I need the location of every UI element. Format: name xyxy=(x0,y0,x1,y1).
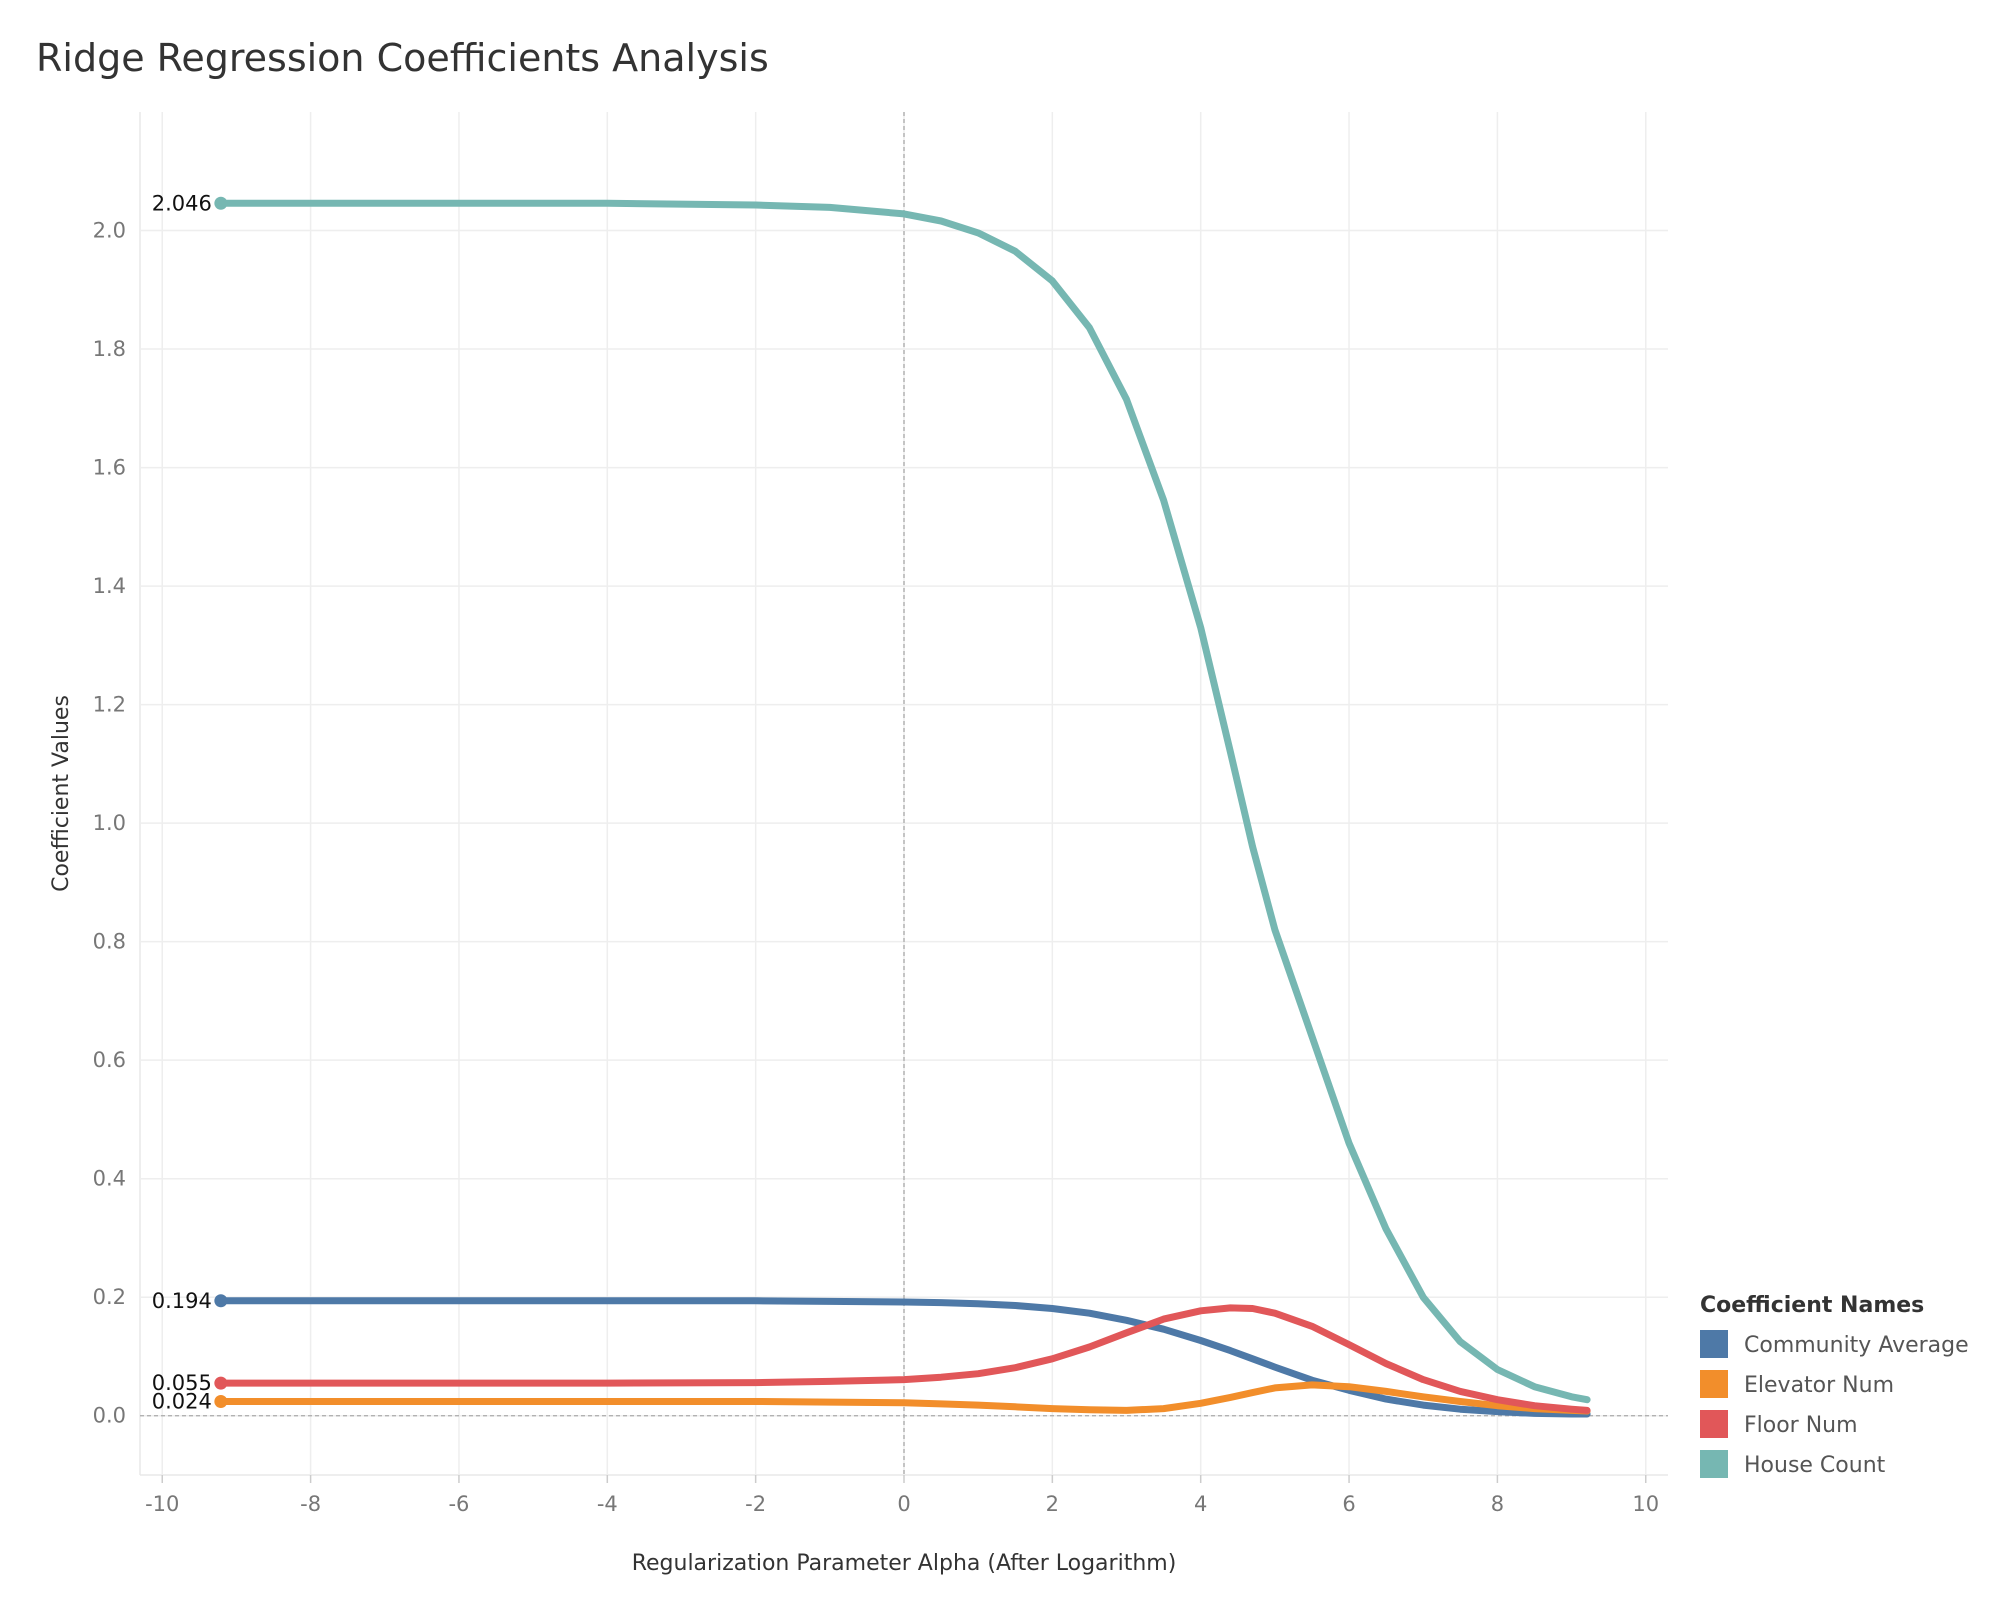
series-start-label-elevator-num: 0.024 xyxy=(152,1390,212,1414)
y-tick-label: 0.8 xyxy=(93,930,126,954)
y-tick-label: 1.0 xyxy=(93,811,126,835)
y-tick-label: 1.4 xyxy=(93,574,126,598)
y-tick-label: 1.8 xyxy=(93,337,126,361)
y-tick-label: 0.2 xyxy=(93,1285,126,1309)
series-start-point-community-average xyxy=(214,1294,228,1308)
x-tick-label: 2 xyxy=(1046,1492,1059,1516)
series-start-point-floor-num xyxy=(214,1376,228,1390)
series-line-floor-num xyxy=(217,1304,1591,1414)
x-tick-label: 8 xyxy=(1491,1492,1504,1516)
legend-label-elevator-num: Elevator Num xyxy=(1744,1373,1894,1398)
x-axis-title: Regularization Parameter Alpha (After Lo… xyxy=(632,1551,1177,1576)
legend-swatch-house-count xyxy=(1700,1450,1728,1478)
legend-swatch-floor-num xyxy=(1700,1410,1728,1438)
legend-label-floor-num: Floor Num xyxy=(1744,1413,1858,1438)
x-tick-label: 4 xyxy=(1194,1492,1207,1516)
axis-ticks: -10 -8 -6 -4 -2 0 2 4 6 8 10 0.0 0.2 0.4 0.6 0.8 1.0 1.2 1… xyxy=(93,219,1660,1516)
series-start-label-community-average: 0.194 xyxy=(152,1289,212,1313)
y-tick-label: 0.0 xyxy=(93,1404,126,1428)
y-tick-label: 0.4 xyxy=(93,1167,126,1191)
x-tick-label: -2 xyxy=(745,1492,766,1516)
series-line-community-average xyxy=(217,1297,1591,1418)
x-tick-label: 6 xyxy=(1342,1492,1355,1516)
legend-swatch-elevator-num xyxy=(1700,1370,1728,1398)
legend-swatch-community-average xyxy=(1700,1330,1728,1358)
y-tick-label: 2.0 xyxy=(93,219,126,243)
x-tick-label: -4 xyxy=(597,1492,618,1516)
y-tick-label: 1.2 xyxy=(93,693,126,717)
series-start-point-house-count xyxy=(214,196,228,210)
y-tick-label: 0.6 xyxy=(93,1048,126,1072)
series-line-elevator-num xyxy=(217,1381,1591,1415)
legend-label-house-count: House Count xyxy=(1744,1453,1886,1478)
legend-label-community-average: Community Average xyxy=(1744,1333,1969,1358)
x-tick-label: -10 xyxy=(145,1492,179,1516)
x-tick-label: -6 xyxy=(448,1492,469,1516)
series-start-point-elevator-num xyxy=(214,1395,228,1409)
y-tick-label: 1.6 xyxy=(93,456,126,480)
x-tick-label: -8 xyxy=(300,1492,321,1516)
series-start-label-floor-num: 0.055 xyxy=(152,1371,212,1395)
reference-lines xyxy=(140,112,1668,1475)
legend-title: Coefficient Names xyxy=(1700,1293,1924,1318)
series-start-label-house-count: 2.046 xyxy=(152,191,212,215)
chart-title: Ridge Regression Coefficients Analysis xyxy=(36,36,769,80)
x-tick-label: 10 xyxy=(1632,1492,1659,1516)
series-line-house-count xyxy=(217,199,1591,1404)
legend: Coefficient Names Community Average Eleva… xyxy=(1700,1293,1969,1478)
y-axis-title: Coefficient Values xyxy=(49,695,74,892)
x-tick-label: 0 xyxy=(897,1492,910,1516)
